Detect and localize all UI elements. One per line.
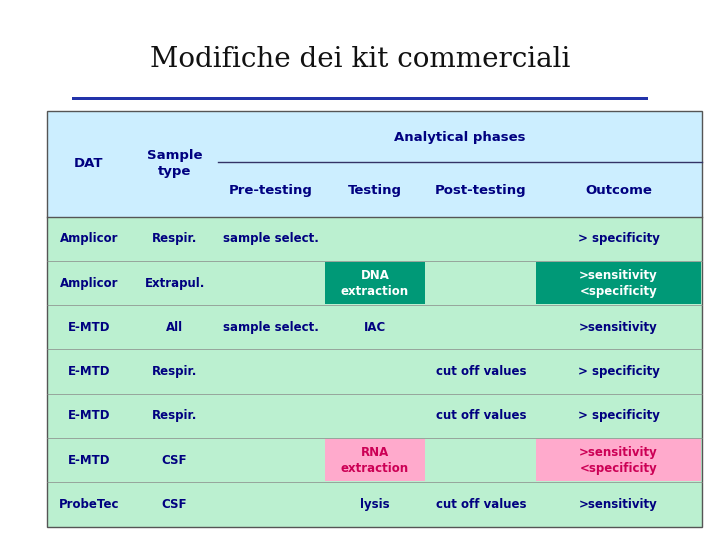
Text: sample select.: sample select. [223, 321, 319, 334]
Text: >sensitivity: >sensitivity [579, 321, 658, 334]
Text: > specificity: > specificity [577, 365, 660, 378]
Text: > specificity: > specificity [577, 409, 660, 422]
Bar [325, 262, 426, 303]
Text: cut off values: cut off values [436, 409, 526, 422]
Bar [47, 111, 702, 526]
Text: DNA
extraction: DNA extraction [341, 268, 409, 298]
Text: E-MTD: E-MTD [68, 365, 110, 378]
Text: Respir.: Respir. [152, 365, 197, 378]
Text: E-MTD: E-MTD [68, 321, 110, 334]
Text: Extrapul.: Extrapul. [145, 276, 204, 289]
Text: E-MTD: E-MTD [68, 409, 110, 422]
Text: CSF: CSF [162, 498, 187, 511]
Text: Amplicor: Amplicor [60, 276, 118, 289]
Text: Respir.: Respir. [152, 232, 197, 245]
Text: ProbeTec: ProbeTec [58, 498, 119, 511]
Bar [536, 262, 701, 303]
Text: E-MTD: E-MTD [68, 454, 110, 467]
Bar [47, 217, 702, 526]
Text: sample select.: sample select. [223, 232, 319, 245]
Text: Outcome: Outcome [585, 184, 652, 197]
Bar [72, 97, 648, 100]
Text: Amplicor: Amplicor [60, 232, 118, 245]
Text: lysis: lysis [360, 498, 390, 511]
Bar [325, 440, 426, 481]
Text: IAC: IAC [364, 321, 386, 334]
Text: RNA
extraction: RNA extraction [341, 446, 409, 475]
Text: >sensitivity
<specificity: >sensitivity <specificity [579, 446, 658, 475]
Text: Post-testing: Post-testing [435, 184, 527, 197]
Text: Modifiche dei kit commerciali: Modifiche dei kit commerciali [150, 46, 570, 73]
Text: cut off values: cut off values [436, 498, 526, 511]
Text: Sample
type: Sample type [147, 149, 202, 178]
Text: > specificity: > specificity [577, 232, 660, 245]
Text: Analytical phases: Analytical phases [395, 131, 526, 144]
Text: Testing: Testing [348, 184, 402, 197]
Text: CSF: CSF [162, 454, 187, 467]
Text: DAT: DAT [74, 157, 104, 170]
Bar [47, 111, 702, 217]
Text: All: All [166, 321, 183, 334]
Text: Pre-testing: Pre-testing [229, 184, 312, 197]
Text: Respir.: Respir. [152, 409, 197, 422]
Text: >sensitivity: >sensitivity [579, 498, 658, 511]
Text: cut off values: cut off values [436, 365, 526, 378]
Text: >sensitivity
<specificity: >sensitivity <specificity [579, 268, 658, 298]
Bar [536, 440, 701, 481]
